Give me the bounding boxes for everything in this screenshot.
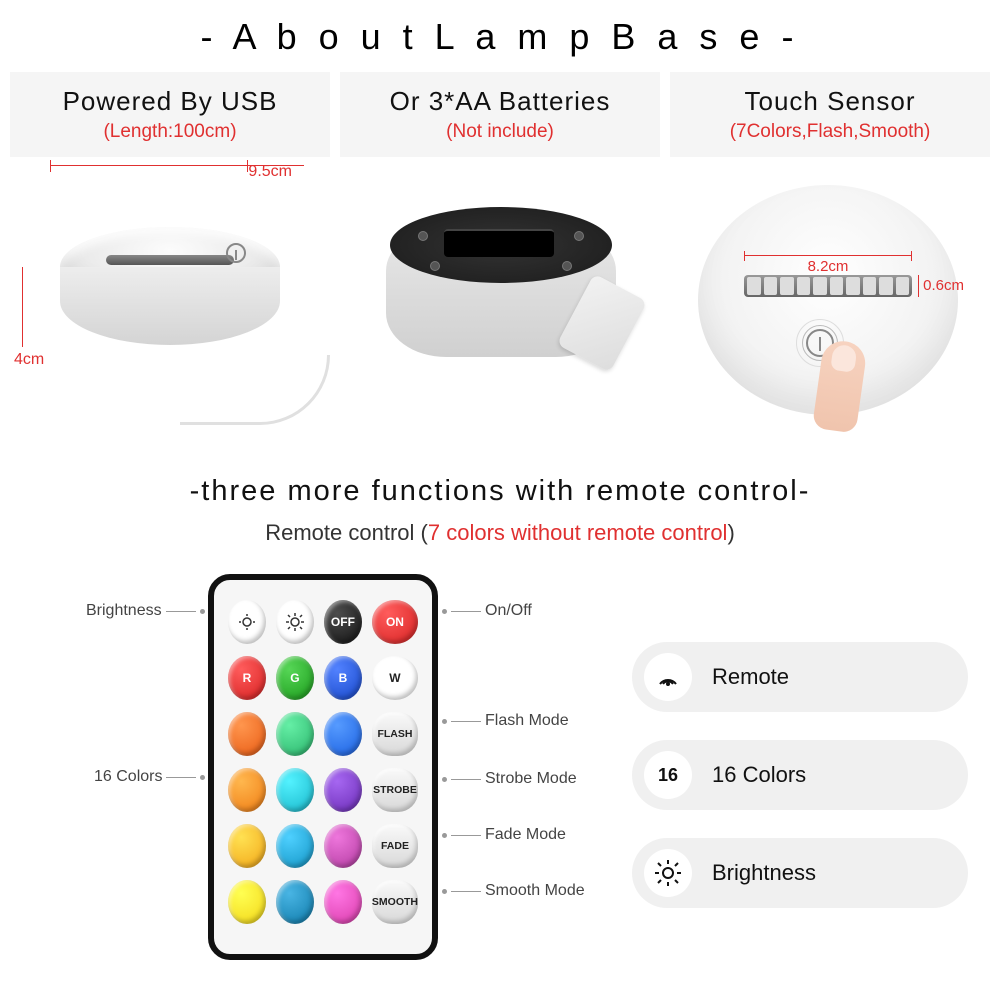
- card-title: Touch Sensor: [745, 86, 916, 117]
- remote-color-button: [228, 880, 266, 924]
- pill-text: Brightness: [712, 860, 816, 886]
- pill-brightness: Brightness: [632, 838, 968, 908]
- page-title: - A b o u t L a m p B a s e -: [0, 0, 1000, 72]
- remote-color-button: B: [324, 656, 362, 700]
- power-icon: [226, 243, 246, 263]
- label-flash: Flash Mode: [442, 712, 569, 730]
- card-image: 9.5cm 4cm: [10, 157, 330, 437]
- card-subtitle: (Not include): [446, 121, 554, 143]
- remote-mode-button: SMOOTH: [372, 880, 418, 924]
- pill-text: 16 Colors: [712, 762, 806, 788]
- card-image: 8.2cm 0.6cm: [670, 157, 990, 437]
- remote-color-button: [324, 824, 362, 868]
- pill-remote: Remote: [632, 642, 968, 712]
- led-row: [744, 275, 912, 297]
- remote-diagram: OFF ON RGBW FLASH STROBE FADE SMOOTH Brightnes…: [32, 572, 592, 992]
- remote-color-button: [228, 768, 266, 812]
- remote-color-button: OFF: [324, 600, 362, 644]
- card-battery: Or 3*AA Batteries (Not include): [340, 72, 660, 437]
- remote-color-button: [276, 880, 314, 924]
- remote-color-button: [276, 600, 314, 644]
- remote-color-button: [324, 768, 362, 812]
- dimension-slot: 0.6cm: [918, 275, 964, 297]
- card-image: [340, 157, 660, 437]
- label-smooth: Smooth Mode: [442, 882, 585, 900]
- pill-16colors: 16 16 Colors: [632, 740, 968, 810]
- cards-row: Powered By USB (Length:100cm) 9.5cm 4cm …: [0, 72, 1000, 437]
- card-usb: Powered By USB (Length:100cm) 9.5cm 4cm: [10, 72, 330, 437]
- remote-color-button: [324, 712, 362, 756]
- remote-icon: [644, 653, 692, 701]
- card-subtitle: (7Colors,Flash,Smooth): [730, 121, 931, 143]
- remote-color-button: [276, 824, 314, 868]
- remote-color-button: [228, 712, 266, 756]
- pill-text: Remote: [712, 664, 789, 690]
- section-subline: Remote control (7 colors without remote …: [0, 520, 1000, 546]
- remote-color-button: W: [372, 656, 418, 700]
- label-16colors: 16 Colors: [94, 768, 205, 786]
- remote-color-button: G: [276, 656, 314, 700]
- dimension-width: 9.5cm: [50, 165, 310, 166]
- dimension-diameter: 8.2cm: [744, 255, 912, 275]
- card-title: Powered By USB: [63, 86, 278, 117]
- label-strobe: Strobe Mode: [442, 770, 577, 788]
- remote-color-button: [276, 712, 314, 756]
- label-brightness: Brightness: [86, 602, 205, 620]
- section-subhead: -three more functions with remote contro…: [0, 475, 1000, 508]
- label-onoff: On/Off: [442, 602, 532, 620]
- label-fade: Fade Mode: [442, 826, 566, 844]
- brightness-icon: [644, 849, 692, 897]
- card-title: Or 3*AA Batteries: [390, 86, 611, 117]
- remote-mode-button: FLASH: [372, 712, 418, 756]
- remote-color-button: [276, 768, 314, 812]
- remote-color-button: [324, 880, 362, 924]
- remote-color-button: [228, 824, 266, 868]
- remote-color-button: R: [228, 656, 266, 700]
- remote-mode-button: FADE: [372, 824, 418, 868]
- sixteen-icon: 16: [644, 751, 692, 799]
- remote-control: OFF ON RGBW FLASH STROBE FADE SMOOTH: [208, 574, 438, 960]
- feature-pills: Remote 16 16 Colors Brightness: [632, 642, 968, 908]
- card-subtitle: (Length:100cm): [103, 121, 236, 143]
- lower-section: OFF ON RGBW FLASH STROBE FADE SMOOTH Brightnes…: [0, 572, 1000, 992]
- remote-mode-button: STROBE: [372, 768, 418, 812]
- dimension-height: 4cm: [16, 267, 23, 347]
- card-touch: Touch Sensor (7Colors,Flash,Smooth) 8.2c…: [670, 72, 990, 437]
- remote-color-button: [228, 600, 266, 644]
- remote-color-button: ON: [372, 600, 418, 644]
